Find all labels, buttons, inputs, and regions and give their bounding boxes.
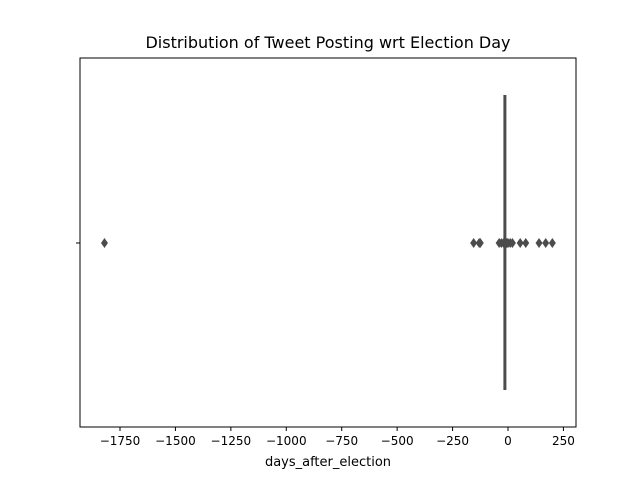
x-tick-label: −1750 — [100, 434, 141, 448]
x-tick-label: −1250 — [211, 434, 252, 448]
x-tick-label: 250 — [552, 434, 575, 448]
outlier-marker — [508, 238, 516, 248]
x-tick-label: −1000 — [266, 434, 307, 448]
x-tick-label: −500 — [381, 434, 414, 448]
outlier-marker — [516, 238, 524, 248]
chart-title: Distribution of Tweet Posting wrt Electi… — [145, 33, 511, 52]
x-tick-label: −1500 — [155, 434, 196, 448]
x-tick-label: −250 — [436, 434, 469, 448]
outlier-marker — [100, 238, 108, 248]
x-axis-label: days_after_election — [264, 455, 392, 470]
outlier-marker — [548, 238, 556, 248]
outlier-marker — [476, 238, 484, 248]
outlier-marker — [535, 238, 543, 248]
outlier-marker — [522, 238, 530, 248]
outlier-marker — [542, 238, 550, 248]
outlier-marker — [470, 238, 478, 248]
x-tick-label: 0 — [504, 434, 512, 448]
x-tick-label: −750 — [325, 434, 358, 448]
